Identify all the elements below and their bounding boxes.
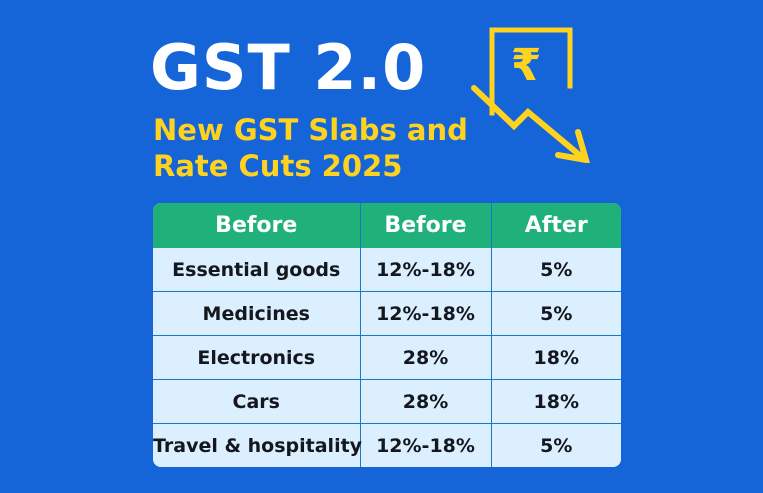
subtitle-line-1: New GST Slabs and [153, 113, 468, 147]
subtitle-line-2: Rate Cuts 2025 [153, 149, 403, 183]
table-row: Cars 28% 18% [153, 379, 621, 424]
cell-item: Travel & hospitality [153, 423, 362, 467]
cell-item: Essential goods [153, 248, 361, 292]
cell-item: Cars [153, 379, 361, 424]
page-subtitle: New GST Slabs and Rate Cuts 2025 [153, 112, 468, 184]
cell-after: 5% [491, 291, 621, 336]
column-header-after: After [491, 203, 621, 248]
table-header-row: Before Before After [153, 203, 621, 248]
table-row: Medicines 12%-18% 5% [153, 291, 621, 336]
table-row: Essential goods 12%-18% 5% [153, 248, 621, 292]
trend-arrow-line [471, 85, 586, 161]
cell-after: 5% [491, 423, 621, 467]
table-row: Electronics 28% 18% [153, 335, 621, 380]
cell-item: Electronics [153, 335, 361, 380]
cell-item: Medicines [153, 291, 361, 336]
column-header-before: Before [360, 203, 492, 248]
gst-rates-table: Before Before After Essential goods 12%-… [153, 203, 621, 467]
trend-arrow-head [555, 129, 590, 163]
cell-after: 18% [491, 379, 621, 424]
page-title: GST 2.0 [150, 31, 427, 104]
table-row: Travel & hospitality 12%-18% 5% [153, 423, 621, 467]
cell-after: 5% [491, 248, 621, 292]
cell-before: 12%-18% [360, 248, 492, 292]
cell-after: 18% [491, 335, 621, 380]
cell-before: 12%-18% [360, 423, 492, 467]
cell-before: 12%-18% [360, 291, 492, 336]
cell-before: 28% [360, 335, 492, 380]
cell-before: 28% [360, 379, 492, 424]
rupee-document-down-arrow-icon: ₹ [471, 27, 590, 163]
column-header-category: Before [153, 203, 361, 248]
rupee-symbol: ₹ [511, 40, 542, 91]
document-outline [489, 27, 573, 116]
